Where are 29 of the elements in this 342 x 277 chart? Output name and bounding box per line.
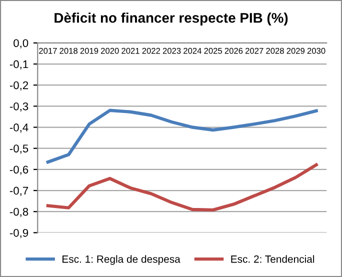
y-tick-label: -0,3: [10, 102, 28, 112]
y-tick-label: -0,6: [10, 166, 28, 175]
chart-title: Dèficit no financer respecte PIB (%): [54, 12, 288, 26]
x-tick-label: 2019: [80, 48, 98, 54]
y-tick-label: -0,7: [10, 186, 28, 196]
x-tick-label: 2018: [60, 48, 78, 54]
y-tick-label: 0,0: [14, 39, 28, 48]
x-tick-label: 2021: [122, 48, 140, 54]
y-tick-label: -0,8: [10, 208, 28, 218]
x-tick-label: 2022: [142, 48, 160, 54]
x-tick-label: 2026: [224, 48, 243, 54]
x-tick-label: 2020: [101, 48, 119, 54]
line-series: [46, 108, 318, 164]
y-tick-label: -0,5: [10, 144, 28, 154]
y-tick-label: -0,2: [10, 81, 28, 91]
x-tick-label: 2027: [246, 48, 264, 54]
x-tick-label: 2029: [286, 48, 305, 54]
line-series: [46, 163, 318, 212]
x-tick-label: 2030: [307, 48, 326, 54]
legend-label: Esc. 2: Tendencial: [231, 255, 314, 263]
x-tick-label: 2023: [162, 48, 181, 54]
y-tick-label: -0,4: [10, 124, 28, 133]
x-tick-label: 2025: [204, 48, 222, 54]
y-tick-label: -0,9: [10, 228, 28, 238]
x-tick-label: 2028: [266, 48, 284, 54]
legend-label: Esc. 1: Regla de despesa: [62, 255, 180, 265]
x-tick-label: 2017: [39, 48, 57, 54]
y-tick-label: -0,1: [10, 60, 28, 70]
x-tick-label: 2024: [184, 48, 202, 54]
